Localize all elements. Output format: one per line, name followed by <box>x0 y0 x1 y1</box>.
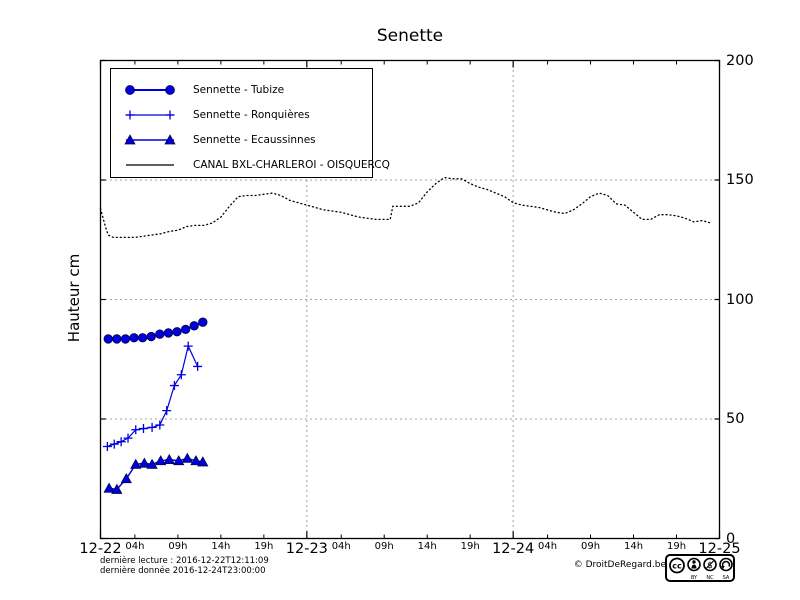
x-axis-date-label-12-22: 12-22 <box>79 541 122 557</box>
cc-logo-icon: cc <box>672 562 682 571</box>
y-axis-tick-label-0: 0 <box>726 530 736 547</box>
data-point-ronquieres <box>193 361 203 371</box>
data-point-ronquieres <box>102 441 112 451</box>
x-axis-date-label-12-23: 12-23 <box>285 541 328 557</box>
x-axis-hour-label: 04h <box>331 541 351 552</box>
x-axis-hour-label: 19h <box>254 541 274 552</box>
y-axis-tick-label-100: 100 <box>726 291 754 308</box>
legend-item-canal: CANAL BXL-CHARLEROI - OISQUERCQ <box>121 152 390 177</box>
data-point-ecaussinnes <box>130 458 142 469</box>
data-point-tubize <box>163 328 174 338</box>
cc-by-icon <box>687 557 701 572</box>
legend-label: Sennette - Tubize <box>193 83 285 96</box>
legend-item-tubize: Sennette - Tubize <box>121 77 372 102</box>
data-point-tubize <box>120 334 131 344</box>
legend-label: CANAL BXL-CHARLEROI - OISQUERCQ <box>193 158 390 171</box>
data-point-tubize <box>129 333 139 343</box>
data-point-ecaussinnes <box>111 483 123 494</box>
legend-label: Sennette - Ecaussinnes <box>193 133 316 146</box>
solid-line-icon <box>126 163 174 166</box>
x-axis-date-label-12-25: 12-25 <box>698 541 741 557</box>
cc-nc-icon: $ <box>703 557 717 572</box>
data-point-tubize <box>172 327 182 337</box>
y-axis-tick-label-200: 200 <box>726 52 754 69</box>
data-point-ecaussinnes <box>190 455 202 466</box>
data-point-ecaussinnes <box>146 458 158 469</box>
copyright-text: © DroitDeRegard.be <box>573 560 666 570</box>
data-point-ecaussinnes <box>163 453 175 464</box>
data-point-ronquieres <box>138 424 148 434</box>
plus-marker-line-icon <box>125 110 175 119</box>
series-line-canal <box>99 176 712 239</box>
legend-item-ecaussinnes: Sennette - Ecaussinnes <box>121 127 372 152</box>
data-point-ronquieres <box>116 437 126 447</box>
data-point-ronquieres <box>147 422 157 432</box>
last-data-text: dernière donnée 2016-12-24T23:00:00 <box>100 566 266 576</box>
data-point-ronquieres <box>176 370 186 380</box>
x-axis-hour-label: 19h <box>460 541 480 552</box>
y-axis-label: Hauteur cm <box>65 253 83 343</box>
x-axis-hour-label: 14h <box>211 541 231 552</box>
data-point-ronquieres <box>131 425 141 435</box>
x-axis-hour-label: 04h <box>538 541 558 552</box>
data-point-ronquieres <box>162 406 172 416</box>
data-point-ecaussinnes <box>197 456 209 467</box>
legend-box: Sennette - Tubize Sennette - Ronquières … <box>110 68 390 178</box>
x-axis-hour-label: 14h <box>623 541 644 552</box>
data-point-tubize <box>146 331 156 342</box>
data-point-ronquieres <box>169 381 179 391</box>
y-axis-tick-label-150: 150 <box>726 172 754 188</box>
legend-item-ronquieres: Sennette - Ronquières <box>121 102 372 127</box>
data-point-ecaussinnes <box>155 455 167 466</box>
data-point-ronquieres <box>155 420 165 430</box>
cc-license-badge[interactable]: cc $ BY NC SA <box>665 554 735 582</box>
chart-title: Senette <box>376 26 444 46</box>
svg-text:$: $ <box>707 561 713 571</box>
last-reading-text: dernière lecture : 2016-12-22T12:11:09 <box>100 556 269 566</box>
x-axis-hour-label: 09h <box>374 541 394 552</box>
data-point-tubize <box>103 334 113 344</box>
data-point-tubize <box>180 324 191 335</box>
data-point-tubize <box>198 317 208 327</box>
cc-sa-label: SA <box>723 575 730 581</box>
x-axis-hour-label: 14h <box>417 541 437 552</box>
data-point-ecaussinnes <box>173 455 185 466</box>
cc-by-label: BY <box>691 575 698 581</box>
data-point-ecaussinnes <box>103 482 115 493</box>
data-point-tubize <box>112 334 122 344</box>
series-line-ecaussinnes <box>108 457 203 491</box>
data-point-ronquieres <box>109 439 119 449</box>
x-axis-hour-label: 09h <box>581 541 601 552</box>
data-point-ecaussinnes <box>138 457 150 468</box>
x-axis-date-label-12-24: 12-24 <box>492 541 535 557</box>
x-axis-hour-label: 09h <box>168 541 188 552</box>
data-point-ronquieres <box>183 341 193 351</box>
triangle-marker-line-icon <box>124 133 176 144</box>
cc-nc-label: NC <box>706 575 714 581</box>
x-axis-hour-label: 04h <box>125 541 145 552</box>
data-point-ecaussinnes <box>120 473 132 484</box>
legend-label: Sennette - Ronquières <box>193 108 310 121</box>
cc-sa-icon <box>719 557 733 572</box>
data-point-ecaussinnes <box>181 452 193 463</box>
x-axis-hour-label: 19h <box>666 541 687 552</box>
circle-marker-line-icon <box>125 84 175 95</box>
y-axis-tick-label-50: 50 <box>726 411 745 427</box>
data-point-tubize <box>137 333 148 343</box>
data-point-tubize <box>189 321 199 331</box>
data-point-ronquieres <box>123 433 133 443</box>
data-point-tubize <box>155 329 165 339</box>
